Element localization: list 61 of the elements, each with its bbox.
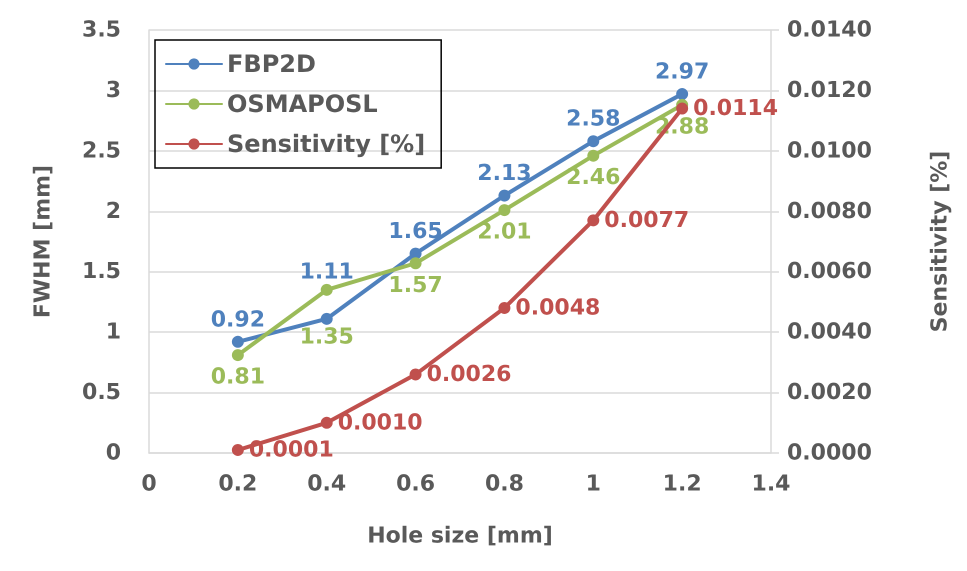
point [410, 248, 422, 260]
data-label: 2.58 [566, 106, 620, 132]
data-label: 0.0001 [248, 437, 334, 462]
y-tick-label: 3 [106, 78, 121, 103]
point [587, 135, 600, 148]
data-label: 1.35 [300, 324, 354, 350]
point [232, 336, 244, 348]
point [232, 444, 244, 456]
data-label: 0.0026 [426, 362, 512, 387]
data-label: 0.0077 [604, 208, 690, 233]
x-tick-label: 0.2 [218, 472, 258, 496]
data-label: 1.57 [388, 272, 443, 298]
point [676, 88, 688, 100]
point [498, 302, 510, 314]
x-tick-label: 1.2 [662, 472, 702, 496]
point [320, 312, 333, 325]
y2-tick-label: 0.0000 [787, 440, 872, 466]
data-label: 2.13 [477, 161, 532, 186]
y-tick-label: 3.5 [82, 18, 121, 42]
data-label: 2.97 [655, 60, 710, 85]
x-tick-label: 0 [141, 472, 157, 496]
y2-tick-label: 0.0040 [787, 320, 872, 345]
point [320, 416, 333, 429]
x-tick-label: 0.8 [484, 472, 524, 496]
x-tick-label: 1 [586, 472, 601, 496]
point [587, 150, 600, 162]
y2-tick-label: 0.0080 [787, 198, 872, 224]
point [587, 214, 600, 226]
legend-label: OSMAPOSL [227, 90, 378, 118]
y2-tick-label: 0.0020 [787, 380, 872, 406]
y-tick-label: 0.5 [82, 380, 121, 406]
point [320, 284, 333, 296]
data-label: 1.65 [388, 219, 443, 244]
point [410, 257, 422, 270]
data-label: 0.92 [210, 307, 265, 332]
x-tick-label: 0.4 [307, 472, 346, 496]
y2-tick-label: 0.0060 [787, 259, 872, 284]
data-label: 0.0010 [338, 410, 423, 436]
y-tick-label: 0 [106, 440, 121, 466]
x-axis-title: Hole size [mm] [367, 524, 553, 548]
x-tick-label: 1.4 [752, 472, 790, 496]
y-tick-label: 2.5 [82, 138, 121, 164]
point [498, 204, 510, 216]
legend-label: FBP2D [227, 50, 316, 78]
y-tick-label: 2 [106, 198, 121, 224]
data-label: 0.0048 [515, 295, 600, 320]
point [498, 190, 510, 202]
y-axis-title: FWHM [mm] [30, 164, 56, 318]
data-label: 0.81 [210, 364, 265, 390]
y2-axis-title: Sensitivity [%] [928, 150, 952, 332]
point [410, 368, 422, 380]
legend-label: Sensitivity [%] [227, 130, 426, 158]
y2-tick-label: 0.0100 [787, 138, 872, 164]
y2-tick-label: 0.0120 [787, 78, 872, 103]
y-tick-label: 1.5 [82, 259, 121, 284]
y-tick-label: 1 [106, 320, 121, 345]
y2-tick-label: 0.0140 [787, 18, 872, 42]
point [232, 349, 244, 362]
x-tick-label: 0.6 [396, 472, 436, 496]
point [676, 102, 688, 115]
data-label: 1.11 [300, 259, 354, 284]
